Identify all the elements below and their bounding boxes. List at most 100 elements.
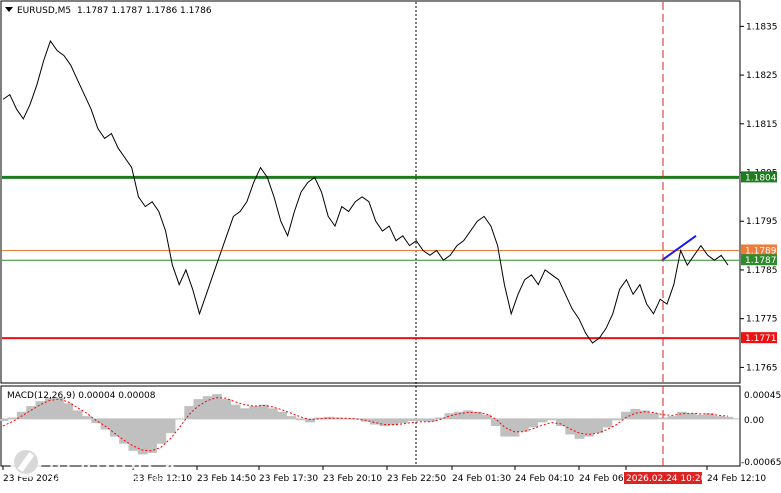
macd-bar [147,418,157,453]
macd-bar [425,418,436,422]
trend-line[interactable] [661,235,697,262]
main-plot-frame [0,0,741,384]
macd-bar [686,413,696,419]
macd-bar [323,416,334,419]
macd-bar [202,396,213,419]
time-tick-label: 24 Feb 12:10 [707,474,766,484]
macd-bar [491,418,501,426]
macd-bar [621,411,631,419]
watermark-brand: instaforex [48,447,177,477]
macd-bar [379,418,390,426]
macd-bar [35,401,46,419]
time-tick-label: 23 Feb 20:10 [323,474,382,484]
macd-bar [305,418,315,423]
level-tag-label-0: 1.1804 [745,173,777,183]
macd-bar [91,418,102,424]
macd-bar [82,416,92,419]
macd-label: MACD(12,26,9) 0.00004 0.00008 [7,391,156,401]
macd-bar [407,418,418,421]
macd-bar [184,406,195,419]
macd-bar [704,413,715,419]
macd-bar [583,418,594,437]
macd-bar [667,416,678,419]
macd-bar [212,394,222,419]
macd-bar [509,418,520,437]
time-tick-label: 23 Feb 14:50 [197,474,256,484]
macd-bar [72,410,83,419]
time-tick-label: 23 Feb 22:50 [387,474,446,484]
macd-bar [444,413,455,419]
price-tick-label: 1.1815 [746,120,778,130]
macd-bar [137,418,148,455]
macd-bar [258,404,269,419]
levels-group [2,175,739,340]
macd-bar [695,414,706,419]
time-tick-label: 2026.02.24 10:20 [626,474,707,484]
macd-bar [528,418,538,428]
macd-bar [453,411,464,419]
macd-bar [63,403,74,419]
ohlc-values: 1.1787 1.1787 1.1786 1.1786 [77,6,212,16]
macd-bar [500,418,511,437]
macd-bar [723,416,734,419]
level-tag-bg-1 [741,244,777,256]
macd-bar [0,418,9,421]
macd-bar [100,418,111,430]
macd-bar [602,418,613,428]
macd-bar [714,416,724,419]
time-highlight-bg [624,472,702,484]
macd-bar [249,406,260,419]
macd-bar [165,418,176,434]
macd-bar [119,418,129,444]
time-tick-label: 23 Feb 12:10 [133,474,192,484]
macd-bar [156,418,167,444]
macd-bar [518,418,529,432]
level-tag-bg-0 [741,171,777,183]
level-tag-label-2: 1.1787 [745,256,777,266]
macd-bar [611,418,622,421]
macd-bar [286,416,297,419]
macd-signal-line [2,397,729,452]
level-tag-label-3: 1.1771 [745,334,777,344]
price-tick-label: 1.1785 [746,266,778,276]
macd-bar [221,399,232,419]
macd-bar [398,418,408,424]
macd-bar [435,417,445,419]
level-tag-bg-3 [741,332,777,344]
macd-bar [128,418,139,451]
symbol-label: EURUSD,M5 [17,6,71,16]
macd-bar [676,411,687,419]
time-axis: 23 Feb 2026 23 Feb 12:10 23 Feb 14:50 23 Fe… [2,466,766,484]
macd-bar [537,418,548,423]
macd-bar [649,413,659,419]
macd-bar [54,397,64,419]
macd-bar [565,418,576,435]
macd-bar [593,418,603,434]
macd-bar [44,397,55,419]
macd-bar [16,411,27,419]
time-tick-label: 24 Feb 06:50 [579,474,638,484]
macd-tick-zero: 0.00 [744,416,764,426]
macd-bar [26,406,36,419]
macd-bar [230,404,241,419]
macd-bar [546,418,557,421]
macd-bar [240,408,250,419]
price-tick-label: 1.1765 [746,363,778,373]
macd-bar [267,408,278,419]
collapse-triangle-icon[interactable] [5,7,13,12]
macd-bar [193,399,204,419]
macd-bar [388,418,399,426]
macd-tick-top: 0.00045 [744,391,781,401]
macd-bar [481,414,492,419]
macd-bar [295,418,306,421]
macd-bar [109,418,120,437]
time-tick-label: 23 Feb 2026 [3,474,59,484]
price-tick-label: 1.1795 [746,217,778,227]
macd-tick-bottom: -0.00065 [741,458,781,468]
macd-bar [314,417,325,419]
macd-bar [658,417,669,419]
watermark: instaforex Instant Forex Trading [10,446,177,488]
